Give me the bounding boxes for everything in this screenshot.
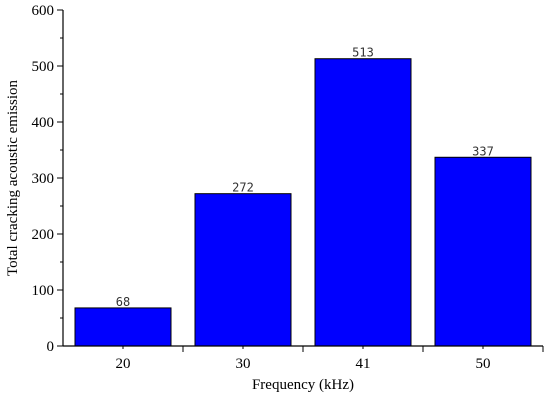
bar-50 <box>434 156 532 347</box>
x-tick-label-41: 41 <box>356 356 371 372</box>
y-tick-label-600: 600 <box>32 3 55 19</box>
x-tick-label-30: 30 <box>236 356 251 372</box>
bars-group <box>74 58 532 347</box>
y-tick-label-300: 300 <box>32 171 55 187</box>
data-label-41: 513 <box>352 46 374 60</box>
x-ticks-group: 20 30 41 50 <box>116 346 544 372</box>
data-label-50: 337 <box>472 144 494 158</box>
y-tick-label-0: 0 <box>47 339 55 355</box>
y-tick-label-100: 100 <box>32 283 55 299</box>
data-labels-group: 68 272 513 337 <box>116 46 494 309</box>
y-ticks-group: 0 100 200 300 400 500 600 <box>32 3 63 355</box>
x-tick-label-20: 20 <box>116 356 131 372</box>
y-tick-label-400: 400 <box>32 115 55 131</box>
y-tick-label-200: 200 <box>32 227 55 243</box>
x-axis-title: Frequency (kHz) <box>252 377 354 393</box>
data-label-20: 68 <box>116 295 130 309</box>
x-tick-label-50: 50 <box>476 356 491 372</box>
bar-30 <box>194 193 292 347</box>
y-axis-title: Total cracking acoustic emission <box>5 80 21 276</box>
data-label-30: 272 <box>232 181 254 195</box>
bar-20 <box>74 307 172 347</box>
bar-41 <box>314 58 412 347</box>
y-tick-label-500: 500 <box>32 59 55 75</box>
